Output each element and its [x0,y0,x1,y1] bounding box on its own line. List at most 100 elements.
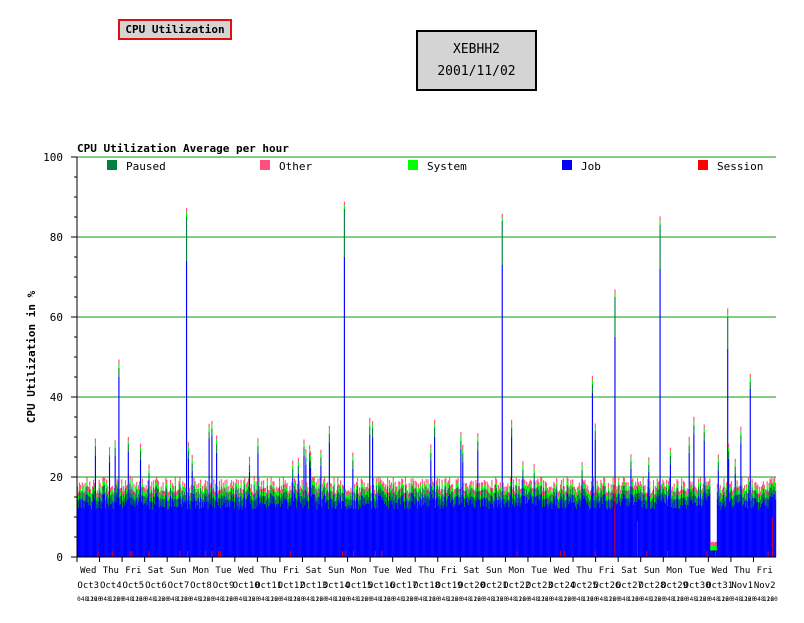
job-bar [751,495,753,557]
system-bar [84,486,86,491]
paused-bar [511,427,513,437]
job-bar [283,499,285,557]
job-bar [186,508,189,557]
system-bar [522,464,524,470]
other-bar [470,480,472,485]
legend-swatch-paused [107,160,117,170]
paused-bar [529,487,531,495]
paused-bar [358,495,360,505]
x-hour-label: 20 [117,596,125,603]
job-bar [574,502,576,557]
job-bar [656,493,658,557]
system-bar [550,489,552,495]
x-dow-label: Tue [215,566,231,576]
system-bar [719,488,721,493]
x-hour-label: 4 [419,596,423,603]
paused-bar [653,501,656,509]
system-bar [240,483,242,488]
job-bar [574,506,577,557]
other-bar [430,444,432,449]
other-bar [136,481,138,486]
system-bar [742,493,744,498]
x-hour-label: 4 [577,596,581,603]
x-hour-label: 8 [445,596,449,603]
system-bar [205,489,207,494]
system-bar [208,427,210,432]
x-date-label: Oct13 [300,581,327,591]
x-hour-label: 4 [216,596,220,603]
job-bar [225,507,227,557]
job-bar [474,508,476,557]
other-bar [165,477,167,483]
system-bar [546,491,548,496]
job-bar [737,503,739,557]
job-bar [453,505,455,557]
paused-bar [605,499,608,508]
x-hour-label: 16 [248,596,256,603]
paused-bar [629,493,631,503]
other-bar [640,484,642,489]
session-bar [179,551,181,557]
job-bar [487,500,489,557]
job-bar [303,455,305,557]
system-bar [434,424,436,429]
job-bar [403,501,405,557]
paused-bar [89,488,91,497]
x-date-label: Oct22 [503,581,530,591]
system-bar [126,488,128,492]
job-bar [514,502,516,557]
paused-bar [527,494,529,503]
job-bar [480,506,482,557]
paused-bar [744,493,746,501]
job-bar [410,493,412,557]
system-bar [484,485,486,490]
job-bar [665,503,667,557]
system-bar [164,495,166,499]
system-bar [655,491,657,497]
job-bar [469,499,471,557]
job-bar [216,453,218,557]
job-bar [742,505,744,557]
paused-bar [570,488,572,498]
system-bar [494,488,496,493]
x-hour-label: 12 [87,596,95,603]
x-date-label: Oct26 [593,581,620,591]
other-bar [554,483,556,488]
system-bar [694,490,696,495]
paused-bar [727,317,729,349]
x-date-label: Oct12 [278,581,305,591]
job-bar [119,504,121,557]
session-bar [111,551,114,557]
other-bar [754,482,756,487]
system-bar [475,484,477,489]
x-dow-label: Tue [689,566,705,576]
job-bar [295,507,298,557]
system-bar [341,497,343,501]
paused-bar [276,494,278,504]
other-bar [404,477,407,482]
other-bar [438,478,440,483]
system-bar [647,482,649,487]
paused-bar [390,490,392,500]
paused-bar [346,499,348,509]
job-bar [671,502,673,557]
job-bar [716,498,718,557]
job-bar [412,493,414,557]
job-bar [486,497,488,557]
system-bar [543,483,545,488]
x-hour-label: 20 [613,596,621,603]
other-bar [138,485,140,490]
paused-bar [465,490,468,498]
other-bar [243,480,245,485]
paused-bar [505,494,507,503]
job-bar [449,493,451,557]
paused-bar [624,490,626,499]
system-bar [515,482,517,486]
job-bar [626,506,628,557]
paused-bar [676,487,678,495]
system-bar [692,492,694,497]
x-hour-label: 4 [81,596,85,603]
system-bar [115,488,117,493]
system-bar [373,494,376,499]
other-bar [425,479,427,484]
